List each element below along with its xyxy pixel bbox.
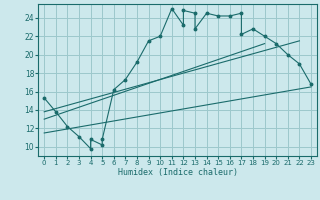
X-axis label: Humidex (Indice chaleur): Humidex (Indice chaleur) — [118, 168, 238, 177]
